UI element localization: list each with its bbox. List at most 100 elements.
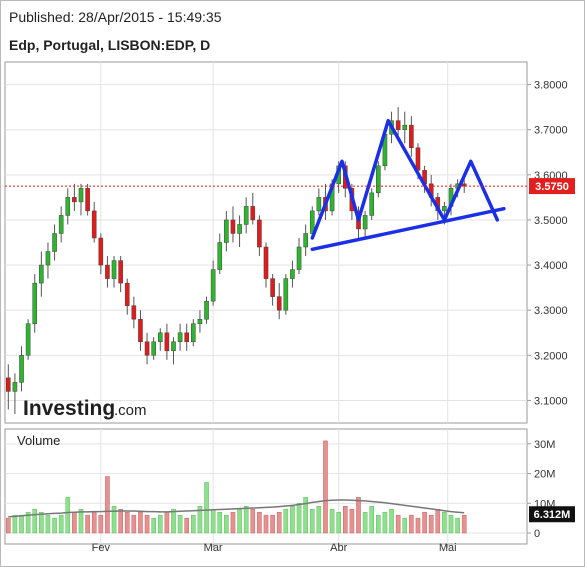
volume-bar [290,506,295,534]
volume-bar [98,514,104,534]
candle-body [415,147,421,171]
last-volume-label: 6.312M [534,509,571,521]
volume-bar [65,497,71,534]
volume-bar [296,503,302,534]
volume-bar [45,514,51,534]
volume-bar [177,514,183,534]
candle-body [157,332,163,343]
candle-body [250,206,256,221]
volume-bar [356,497,361,534]
candle-body [91,210,97,239]
month-tick-label: Abr [330,542,347,554]
candle-body [144,341,150,356]
volume-bar [217,511,223,534]
candle-body [151,341,156,356]
volume-bar [111,506,117,534]
volume-bar [6,517,11,534]
volume-bar [224,514,229,534]
volume-bar [138,511,143,534]
candle-body [111,260,117,279]
volume-bar [243,506,249,534]
candle-body [296,246,302,270]
volume-bar [257,511,262,534]
volume-bar [415,517,421,534]
volume-bar [382,511,388,534]
candle-body [237,224,242,234]
grid [4,61,528,545]
candlesticks [6,107,467,414]
candle-body [191,323,196,343]
candle-body [263,246,269,279]
candle-body [276,296,282,311]
candle-body [72,197,77,203]
volume-bar [39,511,44,534]
volume-bar [78,508,84,534]
last-volume-badge [529,506,575,523]
volume-bar [204,482,209,534]
candle-body [6,377,11,392]
candle-body [98,237,104,266]
price-tick-label: 3.1000 [534,395,568,407]
candle-body [184,332,190,343]
volume-bar [131,514,137,534]
volume-bar [402,517,408,534]
pattern-line [310,206,506,252]
candle-body [164,332,170,352]
price-tick-label: 3.7000 [534,125,568,137]
candle-body [230,219,236,234]
logo-domain: .com [114,402,147,419]
volume-bar [184,517,190,534]
candle-body [283,278,289,311]
volume-bar [283,508,289,534]
volume-bar [250,508,256,534]
investing-logo: Investing .com [23,397,147,420]
volume-bar [191,514,196,534]
candle-body [85,188,90,212]
volume-bar [12,514,18,534]
volume-bar [210,508,216,534]
pattern-line [310,118,500,240]
volume-bar [395,514,401,534]
candle-body [52,233,57,252]
volume-bar [369,506,375,534]
volume-bar [316,506,322,534]
candle-body [243,206,249,225]
candle-body [25,323,31,356]
volume-bar [448,514,454,534]
candle-body [32,282,38,324]
volume-bar [171,508,176,534]
volume-bar [19,514,24,534]
volume-bar [362,511,368,534]
volume-bar [105,476,110,534]
price-tick-label: 3.3000 [534,305,568,317]
volume-tick-label: 0 [534,528,540,540]
candle-body [442,206,447,212]
volume-tick-label: 30M [534,439,555,451]
price-panel-border [4,61,528,424]
volume-bar [118,508,123,534]
volume-bar [164,511,170,534]
candle-body [369,192,375,216]
volume-bar [461,514,467,534]
candle-body [58,215,64,234]
candle-body [303,233,308,248]
candle-body [171,341,176,352]
volume-bar [376,514,381,534]
volume-bar [237,508,242,534]
candle-body [362,215,368,230]
candle-body [78,188,84,203]
published-timestamp: Published: 28/Apr/2015 - 15:49:35 [9,9,222,25]
last-price-label: 3.5750 [535,181,569,193]
volume-bar [72,511,77,534]
volume-bar [442,511,447,534]
volume-bar [342,506,348,534]
last-price-badge [529,178,575,195]
instrument-title: Edp, Portugal, LISBON:EDP, D [9,37,211,53]
candle-body [197,318,203,324]
volume-tick-label: 20M [534,469,555,481]
volume-bar [263,514,269,534]
volume-bar [422,511,427,534]
volume-bar [455,517,460,534]
candle-body [12,382,18,392]
